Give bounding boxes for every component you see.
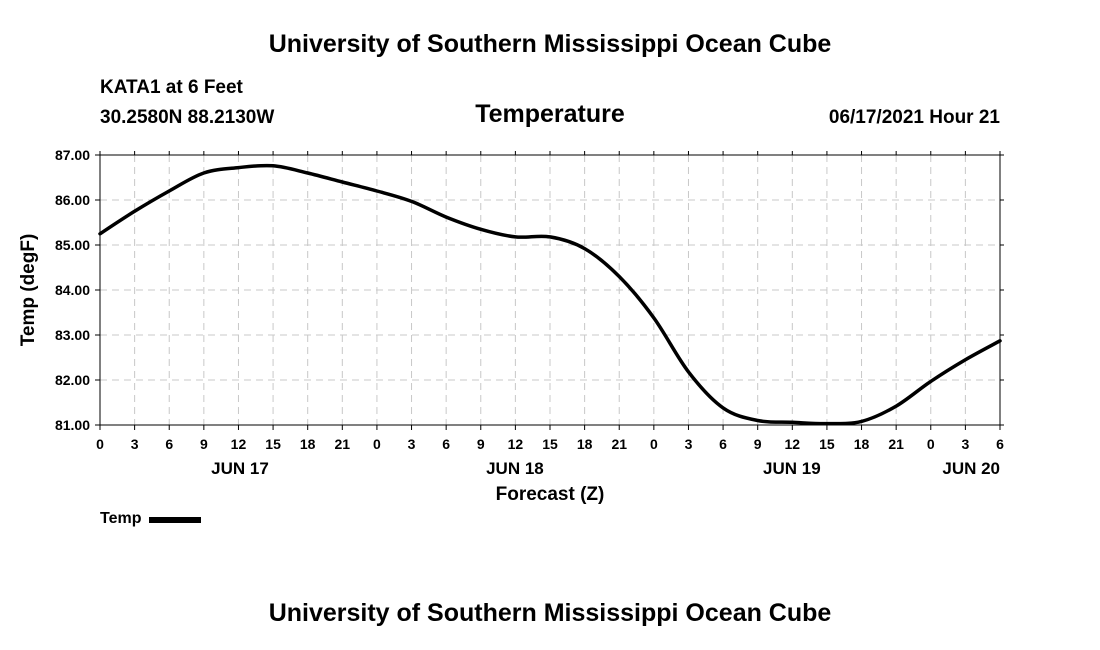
x-tick-label: 9 (754, 436, 762, 452)
x-tick-label: 0 (927, 436, 935, 452)
x-tick-label: 21 (611, 436, 627, 452)
x-tick-label: 18 (854, 436, 870, 452)
legend-label-temp: Temp (100, 510, 142, 527)
x-tick-label: 6 (996, 436, 1004, 452)
x-tick-label: 15 (819, 436, 835, 452)
page-title: University of Southern Mississippi Ocean… (268, 30, 832, 58)
x-tick-label: 6 (165, 436, 173, 452)
x-tick-label: 12 (785, 436, 801, 452)
date-label: JUN 18 (486, 459, 544, 478)
y-tick-label: 82.00 (55, 372, 90, 388)
forecast-timestamp: 06/17/2021 Hour 21 (828, 107, 1000, 128)
x-tick-label: 0 (373, 436, 381, 452)
x-tick-label: 6 (719, 436, 727, 452)
x-tick-label: 21 (335, 436, 351, 452)
y-tick-label: 87.00 (55, 147, 90, 163)
x-tick-label: 12 (508, 436, 524, 452)
x-tick-label: 12 (231, 436, 247, 452)
date-label: JUN 19 (763, 459, 821, 478)
tick-layer (95, 151, 1004, 430)
y-axis-label: Temp (degF) (18, 234, 39, 347)
y-tick-label: 83.00 (55, 327, 90, 343)
x-tick-label: 6 (442, 436, 450, 452)
station-label: KATA1 at 6 Feet (100, 77, 243, 98)
legend-swatch-temp (149, 517, 202, 523)
x-tick-label: 21 (888, 436, 904, 452)
x-tick-label: 15 (265, 436, 281, 452)
chart-title: Temperature (475, 100, 625, 128)
series-line-temp (98, 163, 1002, 426)
x-tick-label: 3 (961, 436, 969, 452)
y-tick-label: 81.00 (55, 417, 90, 433)
x-tick-label: 15 (542, 436, 558, 452)
date-label: JUN 17 (211, 459, 269, 478)
y-tick-label: 86.00 (55, 192, 90, 208)
y-tick-label: 84.00 (55, 282, 90, 298)
y-tick-label: 85.00 (55, 237, 90, 253)
x-tick-label: 9 (200, 436, 208, 452)
grid-layer (99, 154, 1001, 426)
x-tick-label: 18 (577, 436, 593, 452)
x-tick-label: 0 (650, 436, 658, 452)
x-tick-label: 9 (477, 436, 485, 452)
date-label: JUN 20 (942, 459, 1000, 478)
legend: Temp (100, 510, 202, 528)
x-tick-label: 0 (96, 436, 104, 452)
label-layer: 0 3 6 9 12 15 18 21 0 3 6 9 12 15 18 21 0 3 6 9 12 15 18 21 0 3 6 8… (55, 147, 1004, 478)
footer-title: University of Southern Mississippi Ocean… (268, 599, 832, 627)
station-coordinates: 30.2580N 88.2130W (100, 107, 275, 128)
x-tick-label: 3 (685, 436, 693, 452)
x-axis-label: Forecast (Z) (496, 484, 605, 505)
x-tick-label: 18 (300, 436, 316, 452)
x-tick-label: 3 (131, 436, 139, 452)
x-tick-label: 3 (408, 436, 416, 452)
